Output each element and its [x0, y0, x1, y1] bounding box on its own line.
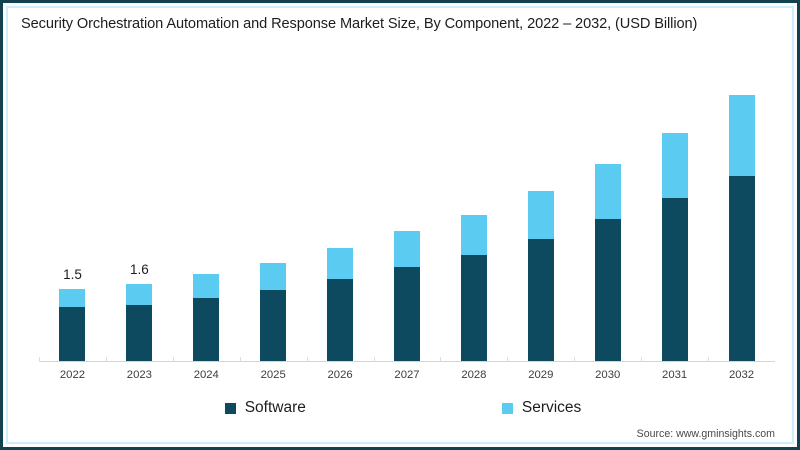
bar-segment-services[interactable] — [59, 289, 86, 308]
x-axis-label: 2026 — [327, 369, 353, 381]
bar-segment-software[interactable] — [594, 219, 621, 361]
page-title: Security Orchestration Automation and Re… — [21, 16, 698, 32]
bar-value-label: 1.6 — [129, 262, 149, 278]
x-axis-tick — [440, 357, 442, 362]
bar-segment-software[interactable] — [327, 279, 354, 361]
x-axis-tick — [306, 357, 308, 362]
x-axis-tick — [574, 357, 576, 362]
x-axis-label: 2030 — [595, 369, 621, 381]
bar-segment-software[interactable] — [394, 267, 420, 361]
bar-segment-services[interactable] — [728, 94, 755, 177]
x-axis-tick — [507, 357, 509, 362]
legend-label-services: Services — [521, 399, 582, 416]
x-axis-tick — [708, 357, 710, 362]
x-axis-label: 2029 — [528, 369, 554, 381]
bar-segment-software[interactable] — [527, 238, 554, 361]
bar-segment-services[interactable] — [527, 190, 554, 239]
bar-stack[interactable] — [193, 273, 220, 361]
bar-segment-services[interactable] — [594, 164, 621, 220]
bar-segment-services[interactable] — [327, 248, 354, 280]
bar-stack[interactable] — [260, 262, 287, 361]
bar-segment-services[interactable] — [661, 133, 688, 198]
bar-segment-services[interactable] — [460, 214, 487, 256]
x-axis-label: 2027 — [394, 369, 420, 381]
x-axis-tick — [39, 357, 40, 362]
x-axis-tick — [172, 357, 174, 362]
bar-segment-services[interactable] — [193, 273, 220, 298]
x-axis-tick — [239, 357, 241, 362]
bar-segment-software[interactable] — [193, 297, 220, 361]
bar-segment-software[interactable] — [661, 197, 688, 361]
x-axis-label: 2032 — [728, 369, 755, 381]
bar-segment-software[interactable] — [260, 289, 287, 361]
bar-stack[interactable] — [327, 248, 354, 361]
x-axis-baseline — [39, 361, 775, 362]
source-attribution: Source: www.gminsights.com — [636, 428, 775, 440]
bar-stack[interactable] — [594, 164, 621, 361]
x-axis-label: 2022 — [59, 369, 86, 381]
bar-segment-software[interactable] — [126, 304, 153, 361]
x-axis-label: 2025 — [260, 369, 286, 381]
bar-segment-software[interactable] — [728, 176, 755, 361]
bar-segment-services[interactable] — [260, 262, 287, 290]
bar-stack[interactable] — [661, 133, 688, 361]
x-axis-label: 2031 — [662, 369, 688, 381]
bar-stack[interactable] — [460, 214, 487, 361]
bar-stack[interactable] — [394, 231, 420, 361]
x-axis-label: 2023 — [126, 369, 152, 381]
plot-area: 1.5 1.6 — [39, 47, 775, 362]
legend-item-software: Software — [224, 399, 306, 417]
legend-swatch-services — [501, 402, 513, 414]
x-axis-label: 2024 — [193, 369, 219, 381]
x-axis-tick — [373, 357, 375, 362]
legend-label-software: Software — [244, 399, 306, 416]
x-axis-tick — [105, 357, 107, 362]
chart-legend: Software Services — [3, 399, 797, 417]
bar-stack[interactable] — [126, 284, 153, 361]
bar-segment-services[interactable] — [126, 284, 153, 305]
bar-value-label: 1.5 — [63, 267, 82, 282]
bar-stack[interactable] — [728, 94, 755, 361]
bar-stack[interactable] — [59, 289, 86, 361]
bar-segment-software[interactable] — [460, 255, 487, 361]
legend-item-services: Services — [501, 399, 582, 417]
bar-segment-services[interactable] — [394, 231, 420, 268]
legend-swatch-software — [224, 402, 236, 414]
bar-segment-software[interactable] — [59, 307, 86, 361]
x-axis-label: 2028 — [461, 369, 487, 381]
bar-stack[interactable] — [527, 190, 554, 361]
x-axis-tick — [641, 357, 643, 362]
